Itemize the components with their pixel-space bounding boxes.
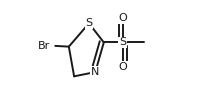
Text: Br: Br xyxy=(37,41,50,51)
Text: N: N xyxy=(91,67,99,77)
Text: S: S xyxy=(119,37,126,47)
Text: O: O xyxy=(119,62,127,72)
Text: O: O xyxy=(119,13,127,23)
Text: S: S xyxy=(85,18,93,28)
